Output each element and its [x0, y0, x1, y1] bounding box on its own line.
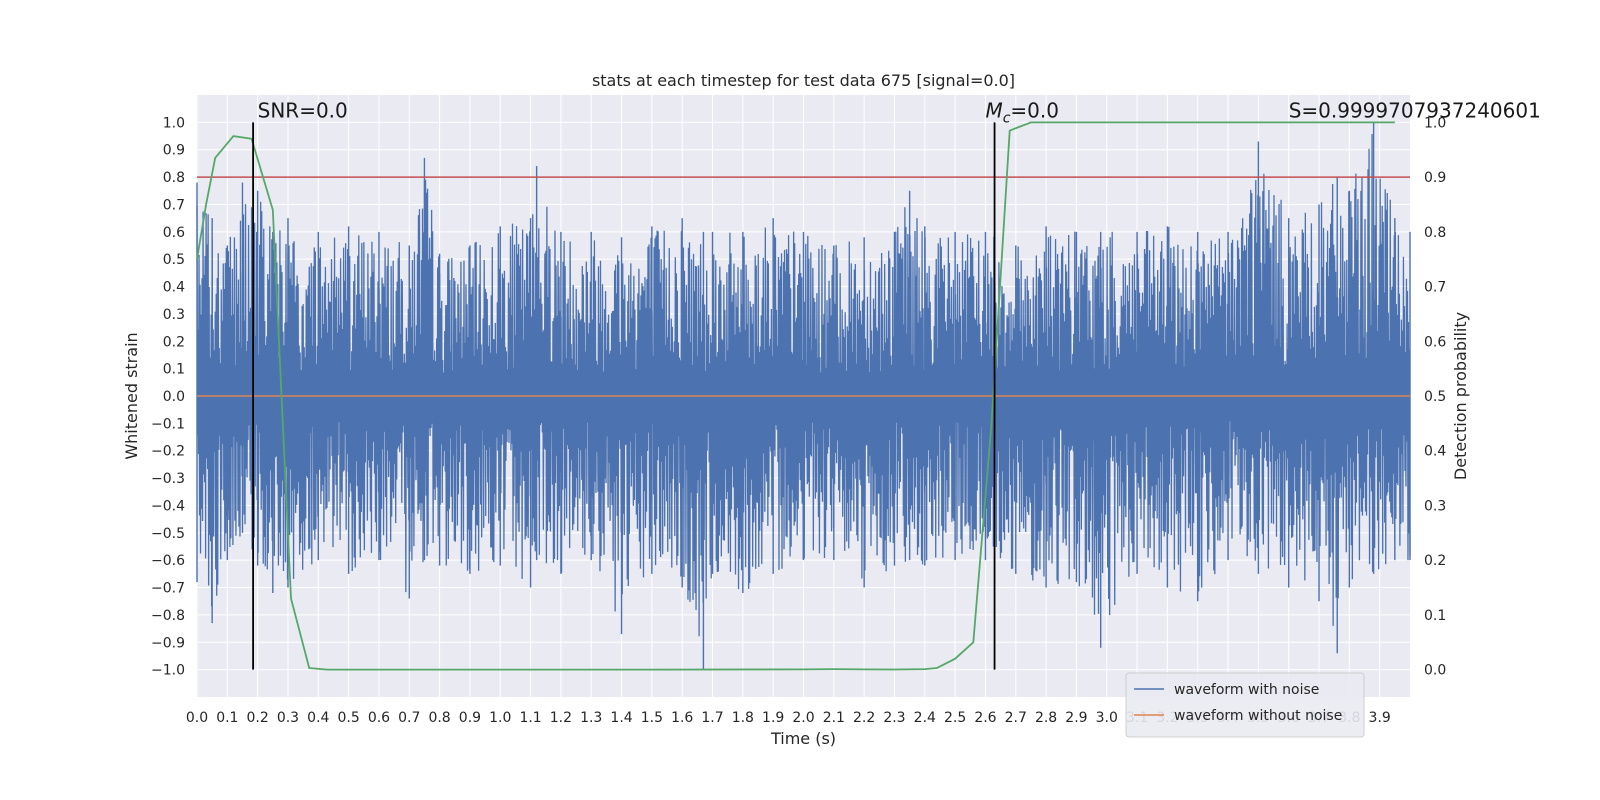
y-right-tick-label: 0.5 [1424, 389, 1446, 405]
x-tick-label: 2.6 [974, 710, 996, 726]
annotation-label: S=0.9999707937240601 [1289, 98, 1541, 122]
annotations: SNR=0.0 Mc=0.0 S=0.9999707937240601 [258, 98, 1541, 126]
annotation-label: SNR=0.0 [258, 98, 348, 122]
x-tick-label: 2.2 [853, 710, 875, 726]
y-tick-label: −0.2 [151, 444, 185, 460]
x-tick-label: 3.9 [1369, 710, 1391, 726]
y-tick-label: −0.4 [151, 498, 185, 514]
y-tick-label: 0.5 [163, 252, 185, 268]
y-axis-label: Whitened strain [122, 332, 141, 459]
x-tick-label: 1.7 [701, 710, 723, 726]
y-tick-label: −0.5 [151, 526, 185, 542]
y-tick-label: 0.0 [163, 389, 185, 405]
x-tick-label: 2.1 [823, 710, 845, 726]
y-right-tick-label: 0.8 [1424, 225, 1446, 241]
x-tick-label: 0.1 [216, 710, 238, 726]
x-tick-label: 1.8 [732, 710, 754, 726]
y-tick-label: −0.7 [151, 581, 185, 597]
right-axis-ticks: 1.0 0.9 0.8 0.7 0.6 0.5 0.4 0.3 0.2 0.1 0.0 [1424, 115, 1446, 678]
x-tick-label: 1.2 [550, 710, 572, 726]
x-tick-label: 1.4 [610, 710, 632, 726]
annotation-symbol: M [985, 98, 1002, 122]
x-tick-label: 0.6 [368, 710, 390, 726]
y-tick-label: 0.8 [163, 170, 185, 186]
x-tick-label: 0.7 [398, 710, 420, 726]
y-tick-label: 0.1 [163, 362, 185, 378]
series-detection-probability [196, 121, 1395, 671]
x-tick-label: 2.0 [792, 710, 814, 726]
x-tick-label: 1.6 [671, 710, 693, 726]
y-tick-label: −0.8 [151, 608, 185, 624]
x-tick-label: 0.8 [428, 710, 450, 726]
x-tick-label: 1.5 [641, 710, 663, 726]
y-tick-label: 0.7 [163, 197, 185, 213]
y-tick-label: −0.9 [151, 635, 185, 651]
annotation-label: Mc=0.0 [985, 98, 1059, 126]
x-tick-label: 1.9 [762, 710, 784, 726]
x-tick-label: 1.1 [519, 710, 541, 726]
y-right-tick-label: 0.6 [1424, 334, 1446, 350]
x-tick-label: 2.5 [944, 710, 966, 726]
y-tick-label: −0.3 [151, 471, 185, 487]
x-tick-label: 2.4 [914, 710, 936, 726]
y-right-tick-label: 0.7 [1424, 280, 1446, 296]
x-tick-label: 0.5 [337, 710, 359, 726]
x-tick-label: 2.3 [883, 710, 905, 726]
x-tick-label: 0.9 [459, 710, 481, 726]
y-tick-label: 0.2 [163, 334, 185, 350]
x-tick-label: 0.2 [247, 710, 269, 726]
legend-box [1125, 672, 1365, 738]
y-axis-right-label: Detection probability [1451, 312, 1470, 480]
left-axis-ticks: 1.0 0.9 0.8 0.7 0.6 0.5 0.4 0.3 0.2 0.1 0.0 −0.1 −0.… [151, 115, 185, 678]
annotation-value: =0.0 [1010, 98, 1059, 122]
x-tick-label: 0.0 [186, 710, 208, 726]
x-tick-label: 1.3 [580, 710, 602, 726]
y-tick-label: 1.0 [163, 115, 185, 131]
x-axis-label: Time (s) [770, 729, 836, 748]
y-tick-label: 0.4 [163, 280, 185, 296]
x-tick-label: 0.4 [307, 710, 329, 726]
y-tick-label: 0.6 [163, 225, 185, 241]
x-tick-label: 3.0 [1096, 710, 1118, 726]
y-right-tick-label: 0.1 [1424, 608, 1446, 624]
y-tick-label: 0.9 [163, 143, 185, 159]
x-tick-label: 2.8 [1035, 710, 1057, 726]
y-tick-label: −1.0 [151, 663, 185, 679]
x-tick-label: 2.7 [1005, 710, 1027, 726]
y-right-tick-label: 0.0 [1424, 663, 1446, 679]
x-tick-label: 0.3 [277, 710, 299, 726]
chart-title: stats at each timestep for test data 675… [592, 71, 1015, 90]
y-right-tick-label: 0.2 [1424, 553, 1446, 569]
y-tick-label: −0.6 [151, 553, 185, 569]
y-tick-label: 0.3 [163, 307, 185, 323]
y-right-tick-label: 0.9 [1424, 170, 1446, 186]
y-tick-label: −0.1 [151, 416, 185, 432]
x-tick-label: 2.9 [1065, 710, 1087, 726]
legend-label: waveform with noise [1174, 682, 1319, 698]
y-right-tick-label: 1.0 [1424, 115, 1446, 131]
y-right-tick-label: 0.4 [1424, 444, 1446, 460]
legend: waveform with noise waveform without nois… [1125, 672, 1365, 738]
y-right-tick-label: 0.3 [1424, 498, 1446, 514]
annotation-subscript: c [1003, 110, 1011, 126]
legend-label: waveform without noise [1174, 708, 1342, 724]
x-tick-label: 1.0 [489, 710, 511, 726]
series-layer [196, 121, 1411, 671]
